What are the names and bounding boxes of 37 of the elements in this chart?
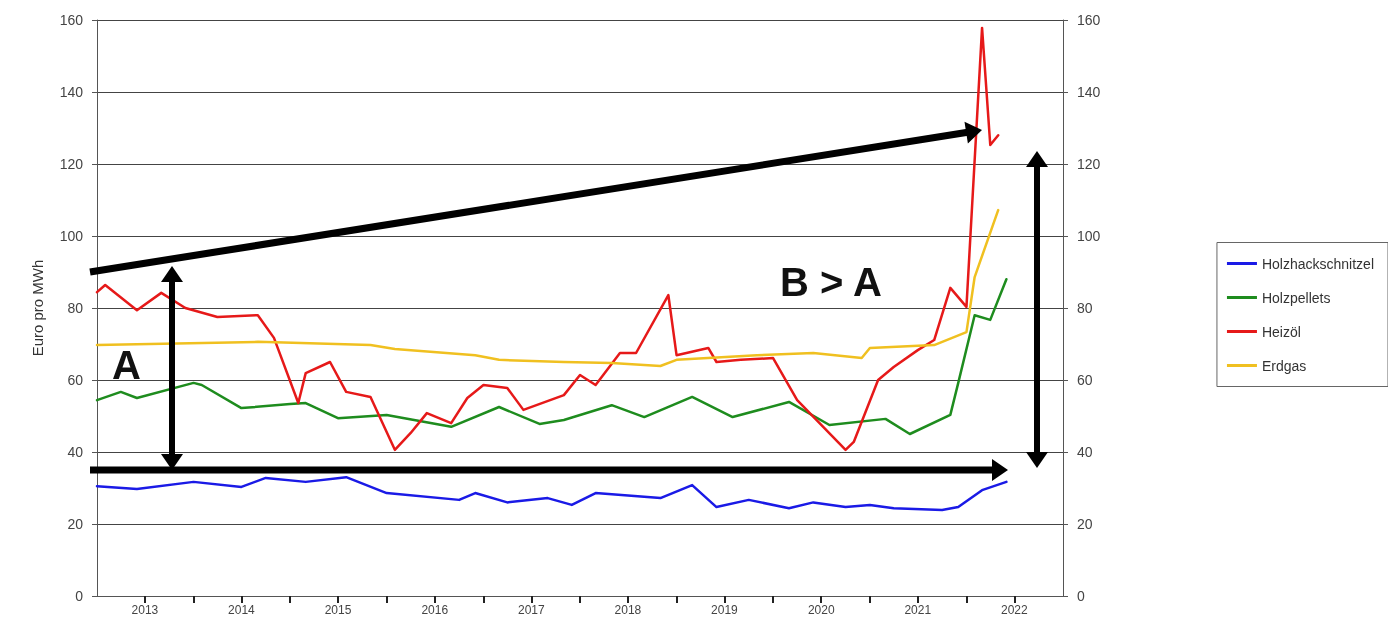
y2-tick-label: 80 xyxy=(1077,300,1093,316)
x-tick-label: 2017 xyxy=(517,603,545,617)
x-tick-label: 2020 xyxy=(807,603,835,617)
x-tick-label: 2022 xyxy=(1000,603,1028,617)
y2-tick-label: 0 xyxy=(1077,588,1085,604)
legend-label: Erdgas xyxy=(1261,357,1307,374)
y-tick-label: 20 xyxy=(67,516,84,532)
y-tick-label: 80 xyxy=(67,300,84,316)
x-tick-label: 2016 xyxy=(421,603,449,617)
x-tick-label: 2015 xyxy=(324,603,352,617)
y2-tick-label: 20 xyxy=(1077,516,1093,532)
y-tick-label: 140 xyxy=(59,84,84,100)
y2-tick-label: 60 xyxy=(1077,372,1093,388)
x-tick-label: 2021 xyxy=(904,603,932,617)
y2-tick-label: 40 xyxy=(1077,444,1093,460)
x-tick-label: 2018 xyxy=(614,603,642,617)
y-tick-label: 0 xyxy=(75,588,84,604)
x-tick-label: 2013 xyxy=(131,603,159,617)
line-series xyxy=(95,26,1000,452)
y-tick-label: 120 xyxy=(59,156,84,172)
legend-label: Holzpellets xyxy=(1261,289,1331,306)
y-tick-label: 40 xyxy=(67,444,84,460)
y-tick-label: 160 xyxy=(59,12,84,28)
y-tick-label: 100 xyxy=(59,228,84,244)
y-tick-label: 60 xyxy=(67,372,84,388)
y2-tick-label: 140 xyxy=(1077,84,1101,100)
legend-label: Holzhackschnitzel xyxy=(1261,255,1375,272)
annotation: B > A xyxy=(780,260,882,304)
y-axis-title: Euro pro MWh xyxy=(29,259,46,357)
y2-tick-label: 160 xyxy=(1077,12,1101,28)
y2-tick-label: 100 xyxy=(1077,228,1101,244)
x-tick-label: 2019 xyxy=(711,603,739,617)
line-series xyxy=(95,475,1008,512)
y2-tick-label: 120 xyxy=(1077,156,1101,172)
annotation: A xyxy=(112,343,141,387)
x-tick-label: 2014 xyxy=(228,603,256,617)
legend-label: Heizöl xyxy=(1261,323,1301,340)
